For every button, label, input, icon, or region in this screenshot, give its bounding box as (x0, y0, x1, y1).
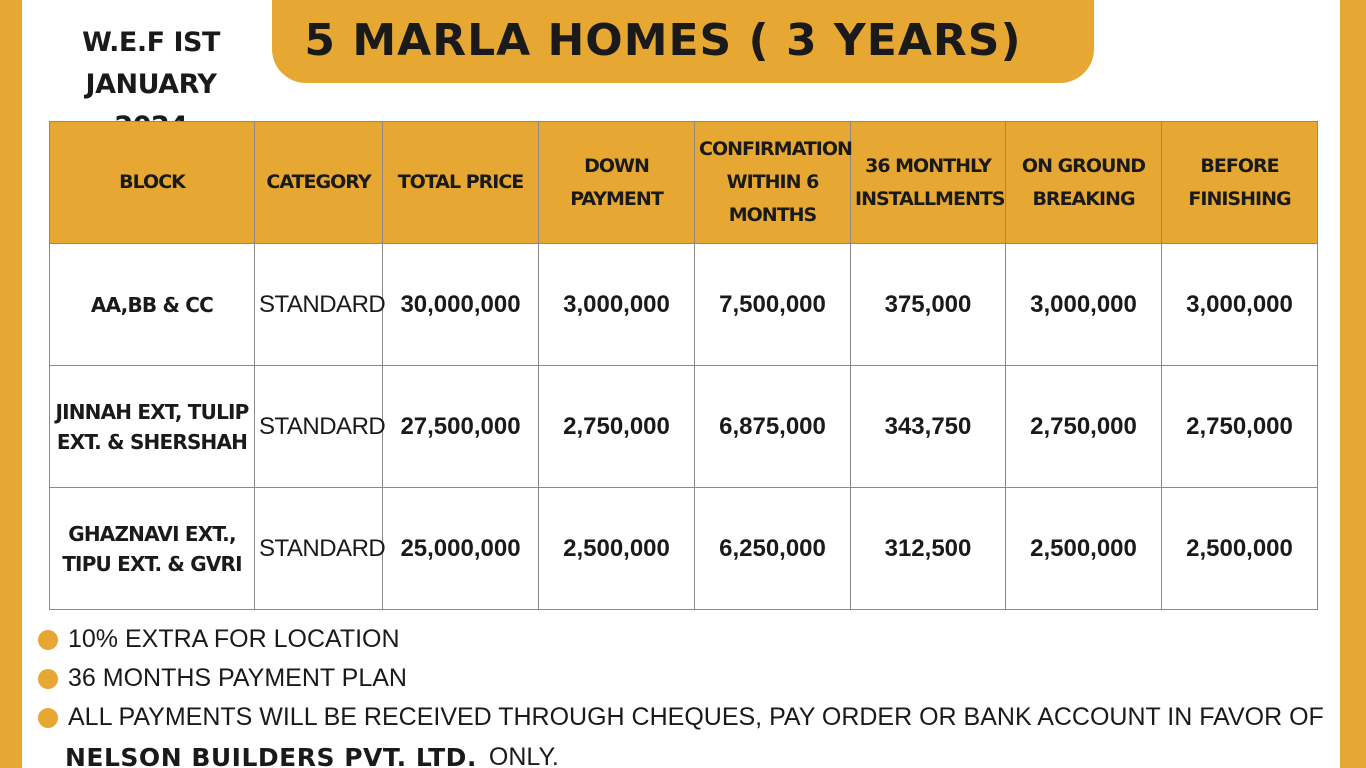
cell-monthly: 343,750 (850, 365, 1006, 488)
column-header-down-payment: DOWN PAYMENT (538, 121, 695, 244)
block-name-line: JINNAH EXT, TULIP (55, 399, 249, 424)
note-item: 10% EXTRA FOR LOCATION (38, 620, 1338, 659)
page-title: 5 MARLA HOMES ( 3 YEARS) (304, 15, 1022, 66)
column-header-on-ground-breaking: ON GROUND BREAKING (1005, 121, 1162, 244)
column-header-line: BEFORE (1200, 154, 1279, 177)
cell-on-ground: 2,750,000 (1005, 365, 1162, 488)
note-text: 10% EXTRA FOR LOCATION (68, 625, 400, 653)
table-row: JINNAH EXT, TULIP EXT. & SHERSHAH STANDARD… (49, 365, 1318, 488)
payment-plan-table: BLOCK CATEGORY TOTAL PRICE DOWN PAYMENT CONFI… (49, 121, 1318, 610)
column-header-monthly-installments: 36 MONTHLY INSTALLMENTS (850, 121, 1006, 244)
column-header-line: ON GROUND (1021, 154, 1146, 177)
cell-before-finishing: 2,750,000 (1161, 365, 1318, 488)
cell-before-finishing: 3,000,000 (1161, 243, 1318, 366)
column-header-line: BLOCK (119, 171, 186, 193)
cell-category: STANDARD (254, 365, 386, 488)
column-header-total-price: TOTAL PRICE (382, 121, 539, 244)
price-sheet: W.E.F IST JANUARY 2024 5 MARLA HOMES ( 3… (22, 0, 1340, 768)
table-row: AA,BB & CC STANDARD 30,000,000 3,000,000 7,5… (49, 243, 1318, 366)
cell-down-payment: 2,500,000 (538, 487, 695, 610)
cell-before-finishing: 2,500,000 (1161, 487, 1318, 610)
cell-block: GHAZNAVI EXT., TIPU EXT. & GVRI (49, 487, 255, 610)
note-item: 36 MONTHS PAYMENT PLAN (38, 659, 1338, 698)
column-header-confirmation: CONFIRMATION WITHIN 6 MONTHS (694, 121, 853, 244)
company-suffix: ONLY. (488, 742, 559, 768)
block-name-line: EXT. & SHERSHAH (56, 429, 248, 454)
cell-down-payment: 3,000,000 (538, 243, 695, 366)
column-header-line: WITHIN 6 (726, 171, 820, 193)
table-row: GHAZNAVI EXT., TIPU EXT. & GVRI STANDARD 25… (49, 487, 1318, 610)
column-header-line: PAYMENT (570, 187, 664, 210)
column-header-line: CONFIRMATION (699, 138, 853, 160)
note-text: 36 MONTHS PAYMENT PLAN (68, 664, 407, 692)
bullet-icon (38, 629, 58, 650)
bullet-icon (38, 707, 58, 728)
cell-confirmation: 7,500,000 (694, 243, 851, 366)
cell-category: STANDARD (254, 487, 386, 610)
cell-total-price: 30,000,000 (382, 243, 539, 366)
column-header-line: MONTHS (728, 204, 818, 226)
note-text: ALL PAYMENTS WILL BE RECEIVED THROUGH CH… (68, 703, 1324, 731)
cell-total-price: 27,500,000 (382, 365, 539, 488)
cell-total-price: 25,000,000 (382, 487, 539, 610)
cell-monthly: 375,000 (850, 243, 1006, 366)
column-header-line: DOWN (584, 154, 650, 177)
block-name-line: TIPU EXT. & GVRI (62, 551, 242, 576)
column-header-line: 36 MONTHLY (865, 154, 992, 177)
cell-confirmation: 6,875,000 (694, 365, 851, 488)
column-header-line: INSTALLMENTS (855, 187, 1006, 210)
column-header-line: CATEGORY (266, 171, 371, 193)
cell-confirmation: 6,250,000 (694, 487, 851, 610)
cell-block: JINNAH EXT, TULIP EXT. & SHERSHAH (49, 365, 255, 488)
column-header-line: FINISHING (1188, 187, 1291, 210)
cell-category: STANDARD (254, 243, 386, 366)
column-header-before-finishing: BEFORE FINISHING (1161, 121, 1318, 244)
cell-on-ground: 3,000,000 (1005, 243, 1162, 366)
block-name-line: GHAZNAVI EXT., (68, 521, 236, 546)
cell-monthly: 312,500 (850, 487, 1006, 610)
table-header-row: BLOCK CATEGORY TOTAL PRICE DOWN PAYMENT CONFI… (49, 121, 1318, 244)
column-header-block: BLOCK (49, 121, 255, 244)
column-header-line: TOTAL PRICE (397, 171, 525, 193)
block-name-line: AA,BB & CC (90, 292, 214, 317)
column-header-line: BREAKING (1032, 187, 1135, 210)
title-banner: 5 MARLA HOMES ( 3 YEARS) (272, 0, 1094, 83)
company-name: NELSON BUILDERS PVT. LTD. (65, 742, 477, 768)
bullet-icon (38, 668, 58, 689)
notes-list: 10% EXTRA FOR LOCATION 36 MONTHS PAYMENT… (38, 620, 1338, 768)
note-item: ALL PAYMENTS WILL BE RECEIVED THROUGH CH… (38, 698, 1338, 737)
cell-block: AA,BB & CC (49, 243, 255, 366)
column-header-category: CATEGORY (254, 121, 383, 244)
company-line: NELSON BUILDERS PVT. LTD. ONLY. (38, 737, 1338, 768)
cell-down-payment: 2,750,000 (538, 365, 695, 488)
cell-on-ground: 2,500,000 (1005, 487, 1162, 610)
effective-date-line1: W.E.F IST (82, 27, 220, 58)
table-body: AA,BB & CC STANDARD 30,000,000 3,000,000 7,5… (49, 243, 1318, 610)
